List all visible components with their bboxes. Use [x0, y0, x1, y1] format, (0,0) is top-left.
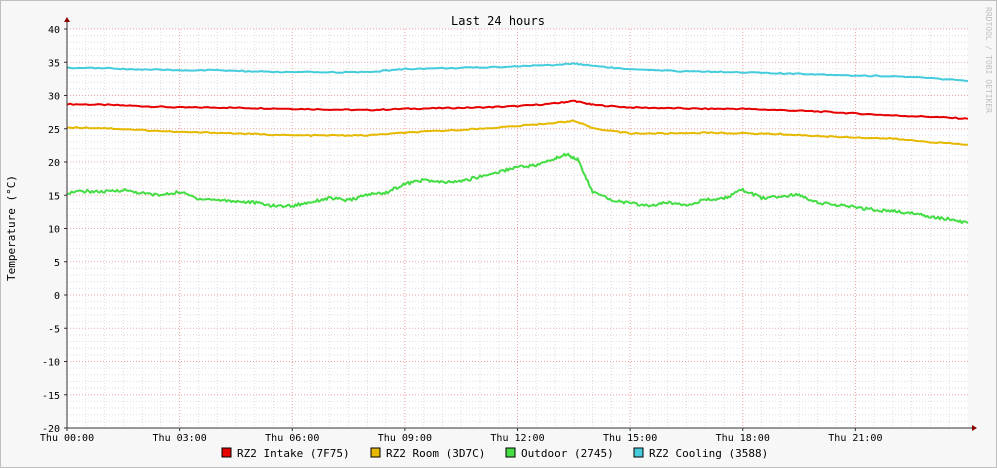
x-tick-label: Thu 21:00: [828, 433, 882, 444]
legend-swatch: [370, 447, 381, 458]
series-line-rz2-intake-7f75: [66, 99, 969, 120]
legend-label: RZ2 Intake (7F75): [237, 447, 350, 460]
legend-swatch: [221, 447, 232, 458]
y-tick-label: -10: [42, 358, 60, 369]
x-tick-label: Thu 03:00: [153, 433, 207, 444]
grid: [66, 28, 968, 429]
legend-swatch: [505, 447, 516, 458]
y-tick-label: -15: [42, 391, 60, 402]
y-axis-label: Temperature (°C): [5, 175, 18, 281]
x-tick-label: Thu 18:00: [716, 433, 770, 444]
x-tick-label: Thu 06:00: [265, 433, 319, 444]
y-axis-arrow: [64, 17, 70, 22]
series-line-rz2-cooling-3588: [66, 62, 969, 82]
x-axis-arrow: [972, 425, 977, 431]
y-tick-label: 40: [48, 25, 60, 36]
legend: RZ2 Intake (7F75) RZ2 Room (3D7C) Outdoor …: [221, 447, 768, 460]
y-tick-label: -5: [48, 324, 60, 335]
x-tick-label: Thu 00:00: [40, 433, 94, 444]
legend-swatch: [633, 447, 644, 458]
y-tick-label: 15: [48, 191, 60, 202]
x-tick-label: Thu 09:00: [378, 433, 432, 444]
y-tick-label: 0: [54, 291, 60, 302]
y-tick-label: 35: [48, 58, 60, 69]
y-tick-label: 5: [54, 258, 60, 269]
legend-item: RZ2 Room (3D7C): [370, 447, 485, 460]
rrdtool-watermark: RRDTOOL / TOBI OETIKER: [984, 7, 993, 113]
x-tick-label: Thu 15:00: [603, 433, 657, 444]
chart-title: Last 24 hours: [451, 14, 545, 28]
y-tick-label: -20: [42, 424, 60, 435]
y-tick-label: 25: [48, 125, 60, 136]
series-line-rz2-room-3d7c: [66, 119, 969, 146]
series-line-outdoor-2745: [66, 152, 969, 225]
legend-label: RZ2 Room (3D7C): [386, 447, 485, 460]
legend-item: RZ2 Cooling (3588): [633, 447, 768, 460]
y-tick-label: 20: [48, 158, 60, 169]
y-tick-label: 10: [48, 225, 60, 236]
series-lines: [66, 62, 969, 225]
y-tick-label: 30: [48, 92, 60, 103]
legend-label: RZ2 Cooling (3588): [649, 447, 768, 460]
legend-item: RZ2 Intake (7F75): [221, 447, 350, 460]
x-tick-label: Thu 12:00: [490, 433, 544, 444]
legend-label: Outdoor (2745): [521, 447, 614, 460]
legend-item: Outdoor (2745): [505, 447, 614, 460]
